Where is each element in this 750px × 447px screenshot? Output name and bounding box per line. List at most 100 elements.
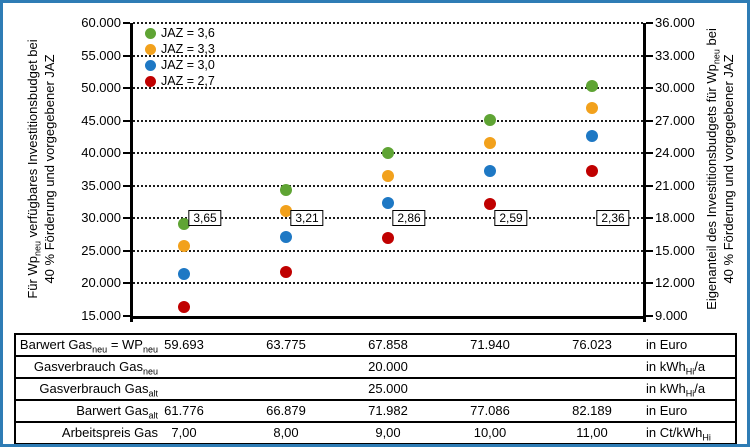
table-cell-value: 11,00 [576,425,608,440]
right-axis-tick-label: 15.000 [655,242,695,258]
table-row: Gasverbrauch Gasneu 20.000 in kWhHi/a [16,357,735,379]
legend-label: JAZ = 3,3 [161,42,215,56]
left-axis-tick-label: 55.000 [81,47,121,63]
legend-item: JAZ = 3,0 [145,57,215,73]
data-point [484,198,496,210]
table-cell-unit: in kWhHi/a [646,381,706,399]
left-tick [123,54,130,57]
table-cell-unit: in Euro [646,403,688,418]
data-point [484,114,496,126]
gridline [133,119,643,122]
right-tick [646,282,653,285]
data-point [484,137,496,150]
table-cell-value: 76.023 [572,337,612,352]
legend-swatch-icon [145,59,156,71]
right-axis-title-line1: Eigenanteil des Investitionsbudgets für … [704,28,722,310]
table-row: Arbeitspreis Gas 7,00 8,00 9,00 10,00 11,00 in… [16,423,735,443]
gridline [133,87,643,90]
table-row-label: Barwert Gasneu = WPneu [19,337,158,355]
data-point [586,164,598,177]
left-tick [123,282,130,285]
table-row: Barwert Gasalt 61.776 66.879 71.982 77.086 82… [16,401,735,423]
left-axis-tick-label: 50.000 [81,80,121,96]
right-axis-tick-label: 36.000 [655,15,695,30]
y-axis-right-line [643,23,646,322]
table-cell-value: 8,00 [273,425,299,440]
right-tick [646,315,653,317]
left-tick [123,119,130,122]
right-axis-tick-label: 9.000 [655,308,688,323]
left-axis-tick-label: 15.000 [81,308,121,323]
legend-swatch-icon [145,27,156,39]
left-axis-title: Für Wpneu verfügbares Investitionsbudget… [24,39,58,298]
table-cell-value: 66.879 [266,403,306,418]
table-cell-value: 77.086 [470,403,510,418]
right-axis-tick-label: 18.000 [655,210,695,226]
table-cell-value: 59.693 [164,337,204,352]
left-axis-tick-label: 30.000 [81,210,121,226]
left-tick [123,87,130,90]
table-cell-value: 9,00 [375,425,401,440]
data-point [280,266,292,279]
breakeven-jaz-label: 2,86 [392,210,426,227]
data-point [586,102,598,115]
left-axis-title-line1: Für Wpneu verfügbares Investitionsbudget… [25,39,43,299]
legend: JAZ = 3,6 JAZ = 3,3 JAZ = 3,0 JAZ = 2,7 [145,25,215,89]
data-point [382,197,394,210]
data-point [178,239,190,252]
right-tick [646,87,653,90]
right-axis-title-line2: 40 % Förderung und vorgegebener JAZ [721,54,736,284]
table-cell-span-value: 25.000 [368,381,408,396]
legend-swatch-icon [145,75,156,87]
legend-label: JAZ = 2,7 [161,74,215,88]
legend-swatch-icon [145,43,156,55]
data-point [382,231,394,244]
right-tick [646,54,653,57]
table-cell-value: 10,00 [473,425,507,440]
right-axis-title: Eigenanteil des Investitionsbudgets für … [703,28,737,310]
table-cell-unit: in kWhHi/a [646,359,706,377]
gridline [133,184,643,187]
legend-label: JAZ = 3,6 [161,26,215,40]
gridline [133,249,643,252]
table-row-label: Gasverbrauch Gasneu [33,359,158,377]
left-axis-tick-label: 25.000 [81,242,121,258]
right-axis-tick-label: 21.000 [655,177,695,193]
right-tick [646,119,653,122]
legend-item: JAZ = 2,7 [145,73,215,89]
gridline [133,54,643,57]
gridline [133,217,643,220]
data-point [178,267,190,280]
table-row: Gasverbrauch Gasalt 25.000 in kWhHi/a [16,379,735,401]
data-point [586,79,598,92]
data-point [382,170,394,182]
table-cell-value: 71.982 [368,403,408,418]
left-tick [123,22,130,24]
left-tick [123,217,130,220]
breakeven-jaz-label: 3,21 [290,210,324,227]
breakeven-jaz-label: 2,36 [596,210,630,227]
data-point [280,183,292,196]
table-row: Barwert Gasneu = WPneu 59.693 63.775 67.858… [16,335,735,357]
left-axis-title-line2: 40 % Förderung und vorgegebener JAZ [42,54,57,284]
right-tick [646,22,653,24]
data-point [178,217,190,230]
left-axis-tick-label: 60.000 [81,15,121,30]
right-tick [646,217,653,220]
table-cell-unit: in Ct/kWhHi [646,425,711,443]
data-table: Barwert Gasneu = WPneu 59.693 63.775 67.858… [14,333,737,444]
right-axis-tick-label: 30.000 [655,80,695,96]
table-cell-value: 61.776 [164,403,204,418]
left-tick [123,184,130,187]
y-axis-left-line [130,23,133,322]
data-point [178,300,190,313]
right-axis-tick-label: 24.000 [655,145,695,161]
left-axis-tick-label: 40.000 [81,145,121,161]
right-tick [646,249,653,252]
x-axis-line [130,316,646,319]
table-cell-span-value: 20.000 [368,359,408,374]
gridline [133,22,643,24]
data-point [280,205,292,218]
left-tick [123,315,130,317]
